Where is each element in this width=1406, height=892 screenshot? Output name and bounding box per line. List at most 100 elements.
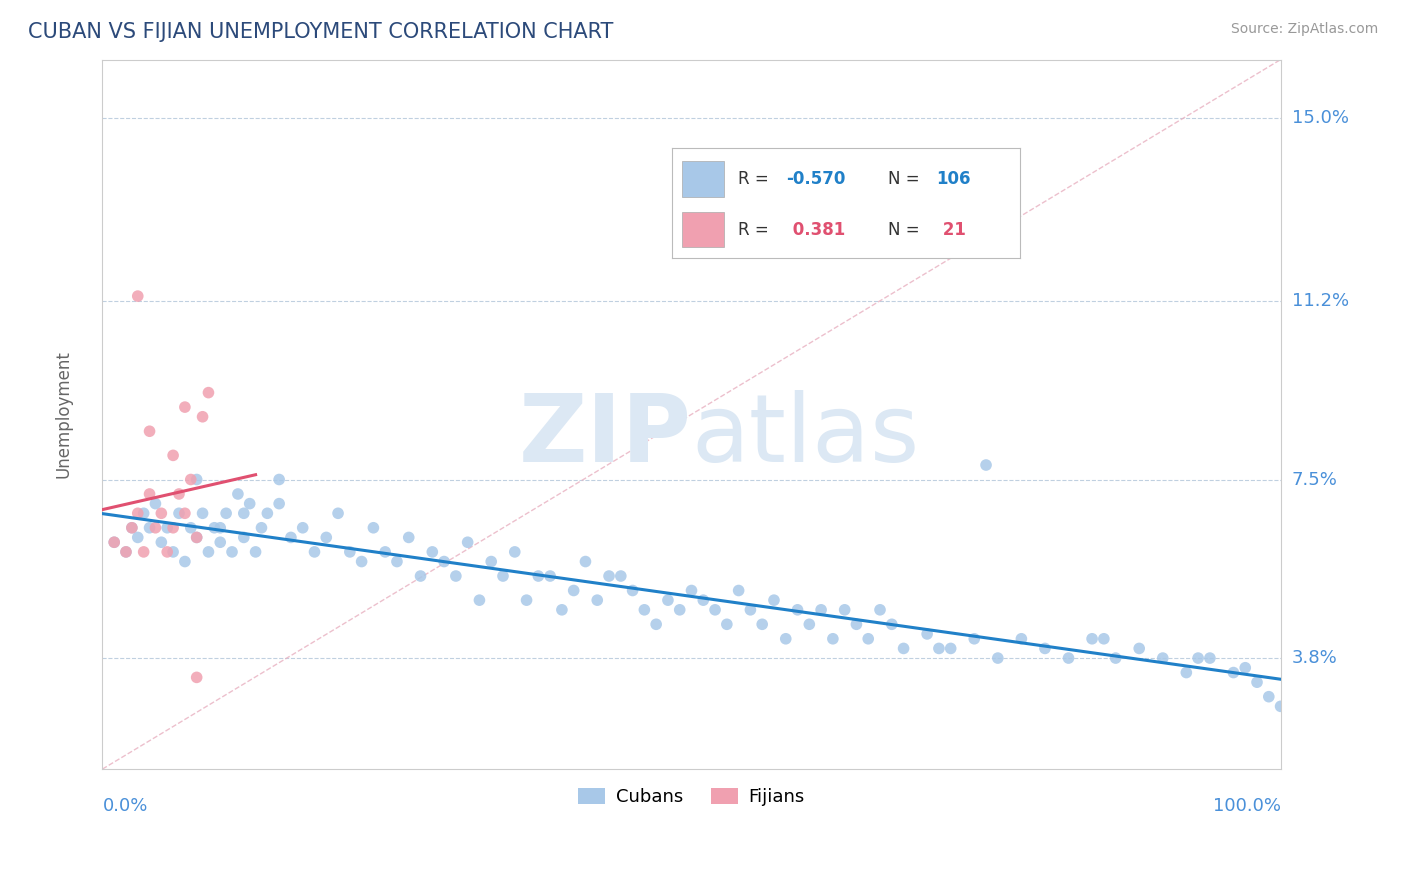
Point [893,641,915,656]
Text: Unemployment: Unemployment [55,351,73,478]
Point [1234,661,1257,675]
Point [103,535,125,549]
Point [751,617,773,632]
Point [799,617,821,632]
Point [492,569,515,583]
Text: 11.2%: 11.2% [1292,292,1348,310]
Point [928,641,950,656]
Point [226,487,249,501]
Point [1270,699,1292,714]
Point [145,497,167,511]
FancyBboxPatch shape [682,161,724,196]
Point [385,555,408,569]
Text: -0.570: -0.570 [786,170,846,188]
Point [191,409,214,424]
Point [304,545,326,559]
Point [1092,632,1115,646]
Point [468,593,491,607]
Point [145,521,167,535]
Point [869,603,891,617]
Point [156,521,179,535]
Point [704,603,727,617]
Point [621,583,644,598]
Point [180,473,202,487]
Point [527,569,550,583]
Point [1033,641,1056,656]
Point [150,535,173,549]
Text: CUBAN VS FIJIAN UNEMPLOYMENT CORRELATION CHART: CUBAN VS FIJIAN UNEMPLOYMENT CORRELATION… [28,22,613,42]
Point [834,603,856,617]
Point [503,545,526,559]
Text: 100.0%: 100.0% [1212,797,1281,815]
Point [186,530,208,544]
Point [668,603,690,617]
Point [562,583,585,598]
Text: 7.5%: 7.5% [1292,470,1337,489]
Point [1175,665,1198,680]
Point [939,641,962,656]
Point [127,506,149,520]
Point [974,458,997,472]
Point [716,617,738,632]
Point [727,583,749,598]
Point [775,632,797,646]
Point [880,617,903,632]
Point [174,506,197,520]
Point [633,603,655,617]
Point [821,632,844,646]
Point [221,545,243,559]
Point [191,506,214,520]
Point [1199,651,1222,665]
Point [209,521,232,535]
Point [657,593,679,607]
Point [845,617,868,632]
Point [215,506,238,520]
Point [269,473,291,487]
Point [162,449,184,463]
Point [409,569,432,583]
Text: 106: 106 [936,170,972,188]
Point [1152,651,1174,665]
Point [115,545,138,559]
Point [987,651,1010,665]
Point [598,569,620,583]
Point [132,506,155,520]
Point [398,530,420,544]
Point [162,545,184,559]
Point [245,545,267,559]
Point [645,617,668,632]
Point [250,521,273,535]
Point [363,521,385,535]
Point [232,530,254,544]
Text: 0.0%: 0.0% [103,797,148,815]
Point [232,506,254,520]
Point [786,603,808,617]
Text: 3.8%: 3.8% [1292,649,1337,667]
Point [444,569,467,583]
Point [1104,651,1126,665]
Point [1010,632,1032,646]
Point [315,530,337,544]
Point [1246,675,1268,690]
Point [610,569,633,583]
Point [692,593,714,607]
Point [479,555,502,569]
Text: 21: 21 [936,220,966,238]
Point [374,545,396,559]
Point [538,569,561,583]
Point [433,555,456,569]
Point [167,506,190,520]
Point [858,632,880,646]
Point [150,506,173,520]
Point [915,627,938,641]
Point [186,530,208,544]
Point [121,521,143,535]
Point [121,521,143,535]
Point [167,487,190,501]
Text: N =: N = [887,170,925,188]
Point [1187,651,1209,665]
Point [420,545,443,559]
Point [963,632,986,646]
Point [326,506,349,520]
Point [810,603,832,617]
